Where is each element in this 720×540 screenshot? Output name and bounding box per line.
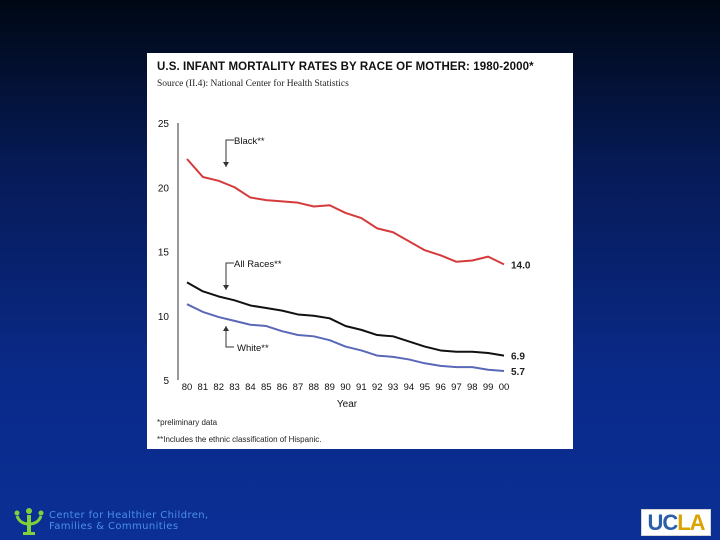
- black-annotation: Black**: [234, 136, 265, 147]
- ucla-logo-text: UCLA: [647, 509, 705, 535]
- chart-source: Source (II.4): National Center for Healt…: [157, 79, 349, 89]
- x-tick-label: 99: [483, 382, 494, 393]
- y-tick-label: 20: [158, 183, 170, 194]
- x-tick-label: 83: [229, 382, 240, 393]
- end-value-label-all-races: 6.9: [511, 352, 525, 363]
- x-tick-label: 85: [261, 382, 272, 393]
- all-races-arrow-icon: [223, 285, 229, 290]
- x-tick-label: 87: [293, 382, 304, 393]
- ucla-logo: UCLA: [641, 509, 711, 536]
- x-tick-label: 92: [372, 382, 383, 393]
- white-arrow-icon: [223, 326, 229, 331]
- y-tick-label: 15: [158, 248, 170, 259]
- footnote-hispanic: **Includes the ethnic classification of …: [157, 435, 322, 444]
- x-tick-label: 96: [435, 382, 446, 393]
- chart-title: U.S. INFANT MORTALITY RATES BY RACE OF M…: [157, 61, 534, 73]
- all-races-callout-line: [225, 262, 234, 290]
- x-tick-label: 88: [309, 382, 320, 393]
- x-tick-label: 86: [277, 382, 288, 393]
- x-tick-label: 80: [182, 382, 193, 393]
- x-tick-label: 81: [198, 382, 209, 393]
- white-callout-line: [225, 326, 234, 348]
- all-races-annotation: All Races**: [234, 259, 282, 270]
- y-tick-label: 10: [158, 312, 170, 323]
- line-chart: 5 10 15 20 25 80 81 82 83 84 85 86 87 88 89 90 91 92 93 94 9…: [158, 119, 531, 410]
- footnote-preliminary: *preliminary data: [157, 418, 218, 427]
- y-tick-label: 5: [163, 376, 169, 387]
- x-tick-label: 00: [499, 382, 510, 393]
- black-callout-line: [225, 139, 234, 167]
- white-annotation: White**: [237, 343, 269, 354]
- organization-name-line1: Center for Healthier Children,: [49, 510, 209, 521]
- family-tree-logo-icon: [14, 508, 44, 535]
- organization-branding: Center for Healthier Children, Families …: [12, 506, 209, 536]
- x-tick-label: 90: [340, 382, 351, 393]
- black-arrow-icon: [223, 162, 229, 167]
- x-tick-label: 93: [388, 382, 399, 393]
- x-tick-label: 82: [213, 382, 224, 393]
- end-value-label-white: 5.7: [511, 367, 525, 378]
- organization-name-line2: Families & Communities: [49, 521, 179, 532]
- y-tick-label: 25: [158, 119, 170, 130]
- end-value-label-black: 14.0: [511, 260, 531, 271]
- chart-card: U.S. INFANT MORTALITY RATES BY RACE OF M…: [147, 53, 573, 449]
- x-axis-title: Year: [337, 399, 358, 410]
- series-line-all-races: [186, 281, 505, 357]
- x-tick-label: 91: [356, 382, 367, 393]
- organization-name: Center for Healthier Children, Families …: [49, 510, 209, 532]
- x-tick-label: 95: [419, 382, 430, 393]
- x-tick-label: 97: [451, 382, 462, 393]
- series-line-black: [186, 158, 505, 266]
- x-tick-label: 98: [467, 382, 478, 393]
- x-tick-label: 89: [324, 382, 335, 393]
- x-tick-label: 84: [245, 382, 256, 393]
- series-line-white: [186, 303, 505, 373]
- x-tick-label: 94: [404, 382, 415, 393]
